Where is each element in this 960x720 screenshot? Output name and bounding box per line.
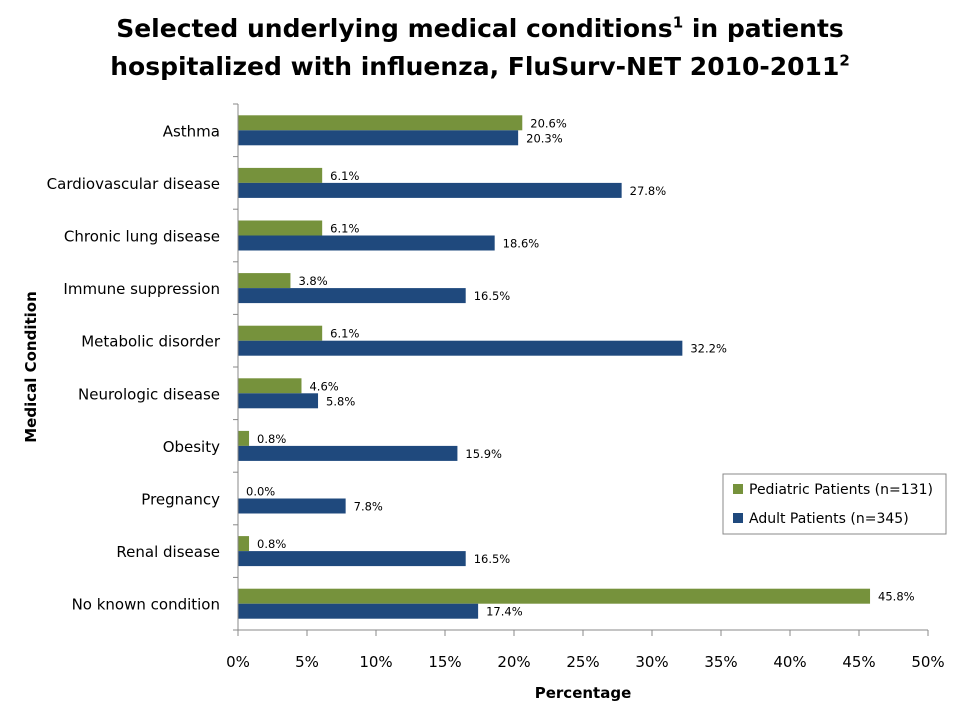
- title-footnote-1: 1: [672, 13, 684, 32]
- x-tick-label: 15%: [428, 653, 461, 671]
- category-label: Neurologic disease: [78, 385, 220, 403]
- bar-adult: [238, 445, 458, 461]
- bar-adult: [238, 603, 479, 619]
- data-label: 6.1%: [330, 327, 359, 341]
- data-label: 45.8%: [878, 590, 915, 604]
- bar-pediatric: [238, 167, 323, 183]
- data-label: 20.6%: [530, 116, 567, 130]
- data-label: 5.8%: [326, 394, 355, 408]
- category-label: Chronic lung disease: [64, 228, 220, 246]
- bar-adult: [238, 288, 466, 304]
- title-line-1-end: in patients: [683, 14, 844, 43]
- legend-label: Pediatric Patients (n=131): [749, 482, 933, 498]
- legend-box: [722, 473, 947, 535]
- legend-swatch: [733, 484, 743, 494]
- x-tick-label: 45%: [842, 653, 875, 671]
- legend-label: Adult Patients (n=345): [749, 511, 909, 527]
- bar-pediatric: [238, 115, 523, 131]
- category-label: Cardiovascular disease: [47, 175, 220, 193]
- data-label: 16.5%: [474, 552, 511, 566]
- data-label: 0.8%: [257, 537, 286, 551]
- bar-adult: [238, 340, 683, 356]
- bar-pediatric: [238, 536, 250, 552]
- data-label: 27.8%: [630, 184, 667, 198]
- category-label: Renal disease: [116, 543, 220, 561]
- category-label: Immune suppression: [63, 280, 220, 298]
- x-tick-label: 5%: [295, 653, 319, 671]
- x-tick-label: 25%: [566, 653, 599, 671]
- bar-pediatric: [238, 430, 250, 446]
- legend-swatch: [733, 513, 743, 523]
- bar-pediatric: [238, 325, 323, 341]
- bar-pediatric: [238, 273, 291, 289]
- bar-pediatric: [238, 378, 302, 394]
- title-line-1: Selected underlying medical conditions: [116, 14, 673, 43]
- category-label: Pregnancy: [141, 491, 220, 509]
- data-label: 20.3%: [526, 131, 563, 145]
- x-tick-label: 0%: [226, 653, 250, 671]
- bar-adult: [238, 551, 466, 567]
- x-tick-label: 50%: [911, 653, 944, 671]
- data-label: 18.6%: [503, 237, 540, 251]
- x-tick-label: 10%: [359, 653, 392, 671]
- category-label: No known condition: [72, 596, 220, 614]
- data-label: 7.8%: [354, 500, 383, 514]
- bar-adult: [238, 235, 495, 251]
- x-tick-label: 20%: [497, 653, 530, 671]
- bar-adult: [238, 130, 519, 146]
- category-label: Metabolic disorder: [81, 333, 221, 351]
- data-label: 32.2%: [690, 342, 727, 356]
- data-label: 0.8%: [257, 432, 286, 446]
- bar-adult: [238, 182, 622, 198]
- data-label: 0.0%: [246, 485, 275, 499]
- data-label: 4.6%: [309, 379, 338, 393]
- data-label: 17.4%: [486, 605, 523, 619]
- data-label: 6.1%: [330, 169, 359, 183]
- title-footnote-2: 2: [839, 51, 850, 70]
- title-line-2: hospitalized with influenza, FluSurv-NET…: [110, 52, 840, 81]
- bar-adult: [238, 393, 319, 409]
- data-label: 15.9%: [465, 447, 502, 461]
- x-axis-title: Percentage: [535, 684, 632, 702]
- x-tick-label: 40%: [773, 653, 806, 671]
- category-label: Obesity: [163, 438, 220, 456]
- bar-adult: [238, 498, 346, 514]
- bar-pediatric: [238, 588, 871, 604]
- x-tick-label: 35%: [704, 653, 737, 671]
- bar-pediatric: [238, 220, 323, 236]
- chart-title: Selected underlying medical conditions1 …: [0, 10, 960, 86]
- data-label: 6.1%: [330, 222, 359, 236]
- category-label: Asthma: [163, 122, 220, 140]
- y-axis-title: Medical Condition: [22, 291, 40, 443]
- data-label: 16.5%: [474, 289, 511, 303]
- x-tick-label: 30%: [635, 653, 668, 671]
- data-label: 3.8%: [298, 274, 327, 288]
